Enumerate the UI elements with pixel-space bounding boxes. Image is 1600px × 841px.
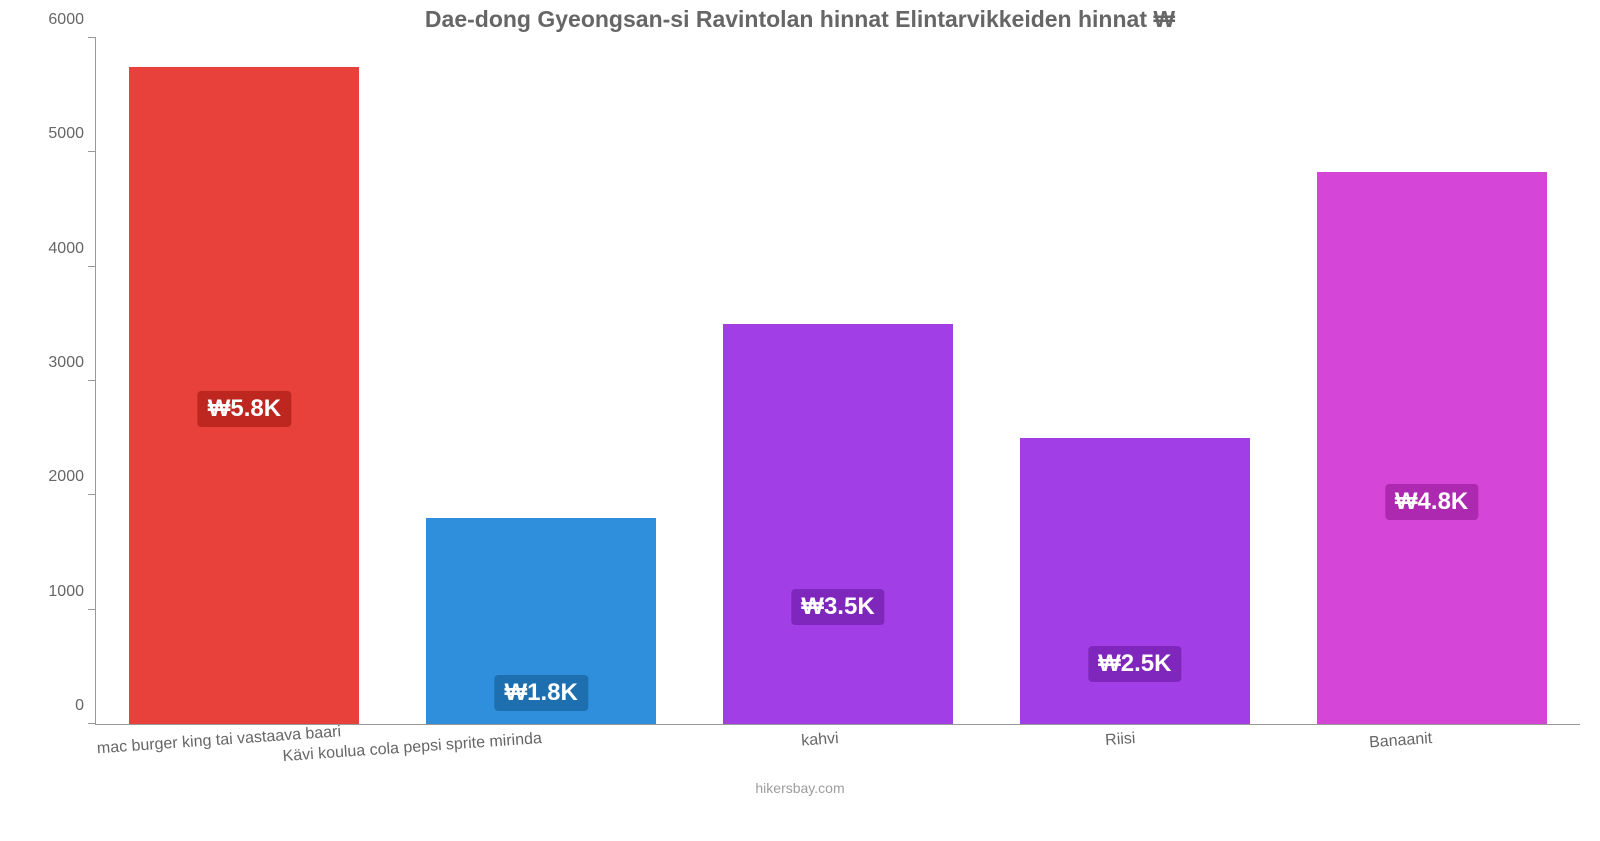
y-tick bbox=[88, 266, 96, 267]
attribution-text: hikersbay.com bbox=[0, 780, 1600, 796]
y-tick bbox=[88, 723, 96, 724]
value-badge: ₩1.8K bbox=[495, 675, 588, 711]
bar: ₩4.8K bbox=[1317, 172, 1547, 724]
value-badge: ₩3.5K bbox=[791, 589, 884, 625]
y-tick-label: 2000 bbox=[48, 468, 96, 486]
y-tick bbox=[88, 37, 96, 38]
bars-layer: ₩5.8Kmac burger king tai vastaava baari₩… bbox=[96, 38, 1580, 724]
y-tick bbox=[88, 609, 96, 610]
y-tick-label: 0 bbox=[75, 697, 96, 715]
value-badge: ₩2.5K bbox=[1088, 646, 1181, 682]
value-badge: ₩4.8K bbox=[1385, 484, 1478, 520]
bar: ₩5.8K bbox=[129, 67, 359, 724]
value-badge: ₩5.8K bbox=[198, 391, 291, 427]
y-tick-label: 4000 bbox=[48, 240, 96, 258]
y-tick bbox=[88, 494, 96, 495]
chart-title: Dae-dong Gyeongsan-si Ravintolan hinnat … bbox=[0, 0, 1600, 33]
y-tick bbox=[88, 380, 96, 381]
bar: ₩3.5K bbox=[723, 324, 953, 724]
plot-area: ₩5.8Kmac burger king tai vastaava baari₩… bbox=[95, 38, 1580, 725]
y-tick-label: 5000 bbox=[48, 125, 96, 143]
bar: ₩1.8K bbox=[426, 518, 656, 724]
bar-chart: Dae-dong Gyeongsan-si Ravintolan hinnat … bbox=[0, 0, 1600, 800]
y-tick-label: 6000 bbox=[48, 11, 96, 29]
y-tick-label: 3000 bbox=[48, 354, 96, 372]
y-tick-label: 1000 bbox=[48, 583, 96, 601]
bar: ₩2.5K bbox=[1020, 438, 1250, 724]
y-tick bbox=[88, 151, 96, 152]
